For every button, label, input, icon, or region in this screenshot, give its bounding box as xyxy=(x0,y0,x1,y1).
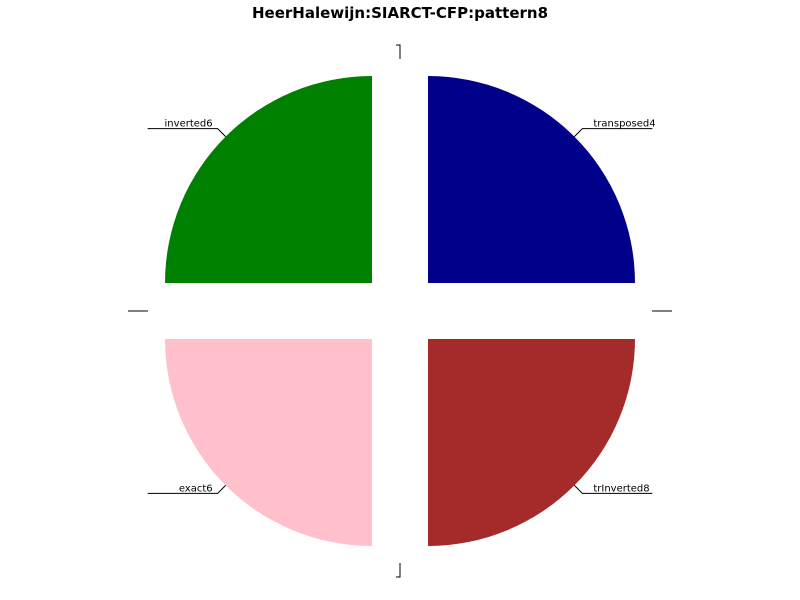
pie-labels: transposed4 trInverted8 exact6 inverted6 xyxy=(147,119,656,494)
pie-slices xyxy=(165,76,635,546)
leader-line-transposed4 xyxy=(574,128,653,137)
frame-tick-top xyxy=(396,44,401,59)
slice-label-inverted6: inverted6 xyxy=(165,119,213,130)
pie-slice-transposed4 xyxy=(428,76,635,283)
slice-label-transposed4: transposed4 xyxy=(593,119,655,130)
slice-label-exact6: exact6 xyxy=(179,483,213,494)
leader-line-inverted6 xyxy=(147,128,226,137)
axis-frame-ticks xyxy=(128,44,672,578)
leader-line-trInverted8 xyxy=(574,485,653,494)
pie-slice-exact6 xyxy=(165,339,372,546)
slice-label-trInverted8: trInverted8 xyxy=(593,483,649,494)
chart-title: HeerHalewijn:SIARCT-CFP:pattern8 xyxy=(252,4,548,22)
pie-slice-trInverted8 xyxy=(428,339,635,546)
pie-slice-inverted6 xyxy=(165,76,372,283)
leader-line-exact6 xyxy=(147,485,226,494)
frame-tick-bottom xyxy=(396,563,401,578)
